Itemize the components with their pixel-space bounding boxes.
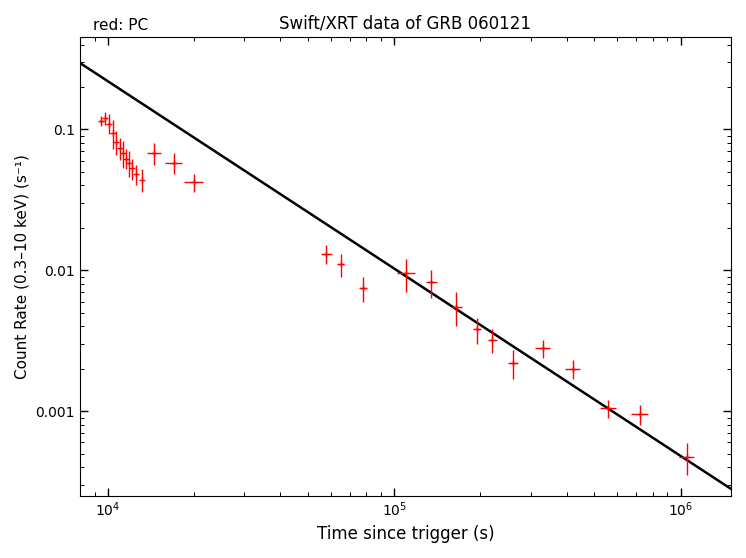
X-axis label: Time since trigger (s): Time since trigger (s) — [316, 525, 495, 543]
Text: red: PC: red: PC — [93, 18, 148, 33]
Y-axis label: Count Rate (0.3–10 keV) (s⁻¹): Count Rate (0.3–10 keV) (s⁻¹) — [15, 154, 30, 379]
Title: Swift/XRT data of GRB 060121: Swift/XRT data of GRB 060121 — [280, 15, 531, 33]
